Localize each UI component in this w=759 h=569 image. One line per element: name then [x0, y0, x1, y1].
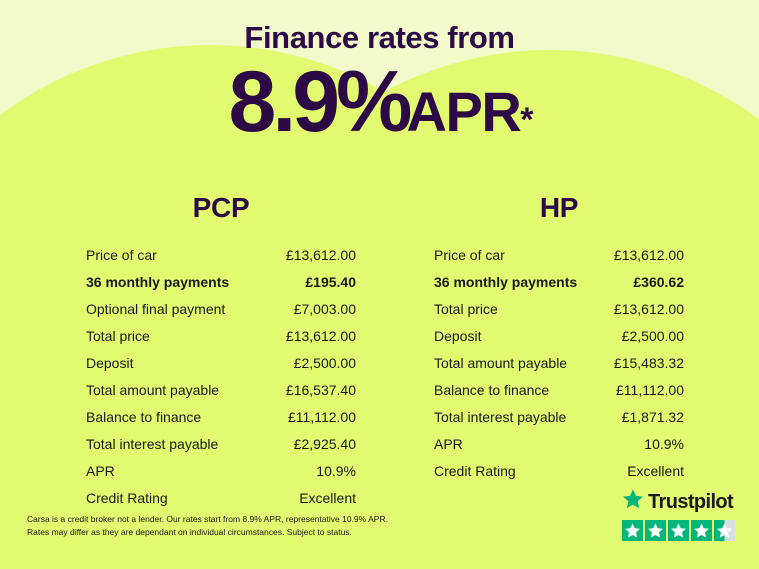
disclaimer-line-2: Rates may differ as they are dependant o… [27, 527, 352, 538]
finance-row: Total amount payable £16,537.40 [86, 377, 356, 404]
row-label: Balance to finance [434, 382, 550, 398]
rating-star-full [691, 520, 712, 541]
row-label: Credit Rating [434, 463, 516, 479]
row-value: £13,612.00 [285, 247, 356, 263]
row-label: Total amount payable [86, 382, 220, 398]
row-label: Total interest payable [86, 436, 219, 452]
row-label: Balance to finance [86, 409, 202, 425]
row-value: £13,612.00 [285, 328, 356, 344]
rating-star-half [714, 520, 735, 541]
finance-row: Total interest payable £2,925.40 [86, 431, 356, 458]
finance-row: Deposit £2,500.00 [434, 323, 684, 350]
rate-asterisk: * [520, 100, 533, 139]
finance-row: Price of car £13,612.00 [434, 242, 684, 269]
row-label: Total price [434, 301, 498, 317]
row-label: 36 monthly payments [434, 274, 578, 290]
row-value: £195.40 [305, 274, 356, 290]
finance-row: APR 10.9% [434, 431, 684, 458]
rows-pcp: Price of car £13,612.00 36 monthly payment… [86, 242, 356, 512]
finance-row: Total price £13,612.00 [434, 296, 684, 323]
column-title-hp: HP [539, 192, 579, 223]
finance-column-pcp: PCP Price of car £13,612.00 36 monthly pay… [86, 192, 356, 512]
finance-row: Credit Rating Excellent [434, 458, 684, 485]
row-value: £2,925.40 [293, 436, 356, 452]
row-value: Excellent [627, 463, 684, 479]
rate-unit: APR [406, 79, 522, 143]
trustpilot-badge[interactable]: Trustpilot [622, 488, 740, 541]
rating-star-full [668, 520, 689, 541]
disclaimer: Carsa is a credit broker not a lender. O… [27, 513, 447, 539]
row-label: 36 monthly payments [86, 274, 230, 290]
finance-row: Optional final payment £7,003.00 [86, 296, 356, 323]
row-value: Excellent [299, 490, 356, 506]
row-value: 10.9% [316, 463, 356, 479]
trustpilot-wordmark: Trustpilot [648, 490, 734, 513]
row-value: £1,871.32 [621, 409, 684, 425]
column-title-pcp: PCP [192, 192, 250, 223]
trustpilot-star-icon [622, 488, 644, 515]
finance-column-hp: HP Price of car £13,612.00 36 monthly paym… [434, 192, 684, 485]
row-value: 10.9% [644, 436, 684, 452]
finance-row: Balance to finance £11,112.00 [86, 404, 356, 431]
row-value: £360.62 [633, 274, 684, 290]
row-label: Total price [86, 328, 150, 344]
finance-row: Total amount payable £15,483.32 [434, 350, 684, 377]
finance-row: 36 monthly payments £195.40 [86, 269, 356, 296]
finance-row: Balance to finance £11,112.00 [434, 377, 684, 404]
row-label: Total amount payable [434, 355, 568, 371]
row-label: Credit Rating [86, 490, 168, 506]
finance-row: Total price £13,612.00 [86, 323, 356, 350]
rating-star-full [622, 520, 643, 541]
row-value: £2,500.00 [621, 328, 684, 344]
row-label: APR [434, 436, 463, 452]
row-value: £13,612.00 [613, 301, 684, 317]
trustpilot-header: Trustpilot [622, 488, 740, 515]
row-value: £11,112.00 [288, 409, 356, 425]
finance-row: Total interest payable £1,871.32 [434, 404, 684, 431]
rate-display: 8.9% APR * [0, 55, 759, 145]
row-label: Total interest payable [434, 409, 567, 425]
row-label: APR [86, 463, 115, 479]
row-value: £15,483.32 [613, 355, 684, 371]
row-label: Price of car [434, 247, 505, 263]
row-value: £11,112.00 [616, 382, 684, 398]
headline: Finance rates from [244, 20, 515, 55]
row-value: £2,500.00 [293, 355, 356, 371]
trustpilot-rating-stars [622, 520, 740, 541]
finance-row: Deposit £2,500.00 [86, 350, 356, 377]
finance-row: APR 10.9% [86, 458, 356, 485]
row-label: Optional final payment [86, 301, 226, 317]
finance-row: Price of car £13,612.00 [86, 242, 356, 269]
header: Finance rates from 8.9% APR * [0, 0, 759, 145]
row-value: £16,537.40 [285, 382, 356, 398]
finance-row: 36 monthly payments £360.62 [434, 269, 684, 296]
row-value: £7,003.00 [293, 301, 356, 317]
row-label: Deposit [86, 355, 134, 371]
rows-hp: Price of car £13,612.00 36 monthly payment… [434, 242, 684, 485]
row-label: Deposit [434, 328, 482, 344]
rating-star-full [645, 520, 666, 541]
row-value: £13,612.00 [613, 247, 684, 263]
rate-value: 8.9% [228, 53, 413, 150]
finance-row: Credit Rating Excellent [86, 485, 356, 512]
row-label: Price of car [86, 247, 157, 263]
disclaimer-line-1: Carsa is a credit broker not a lender. O… [27, 514, 388, 524]
